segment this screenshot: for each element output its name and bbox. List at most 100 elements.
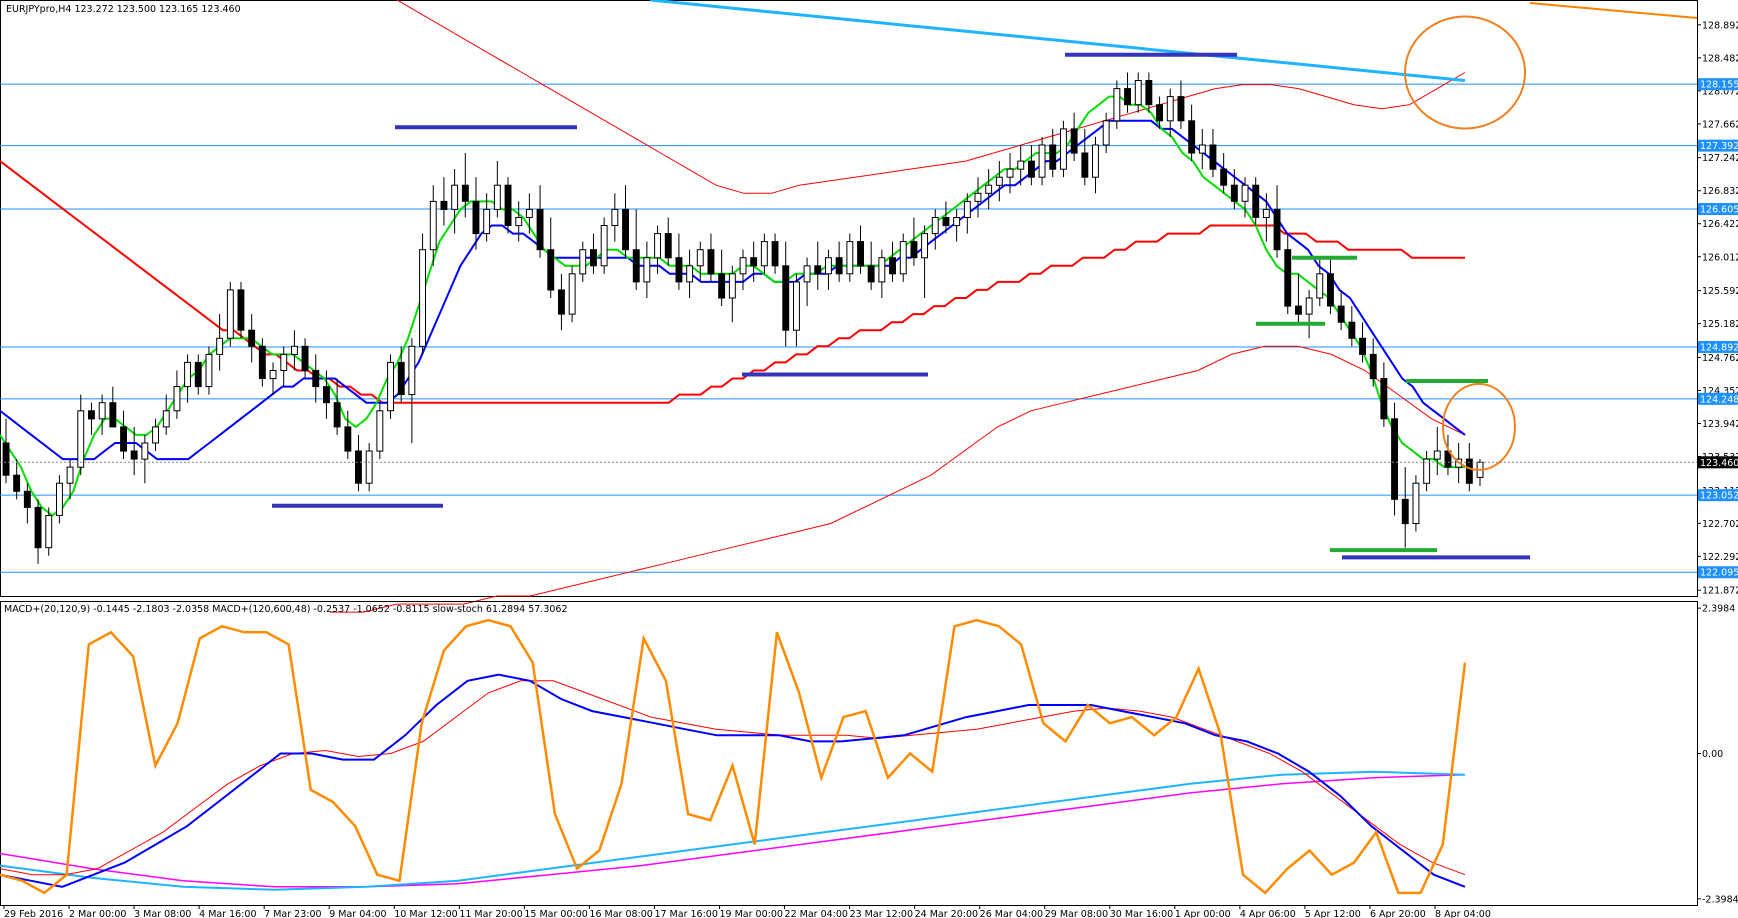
level-label-bg (1698, 566, 1738, 579)
candle-body (707, 249, 715, 275)
candle-body (387, 361, 395, 412)
stoch-line (0, 618, 1467, 895)
candle-body (1444, 450, 1452, 468)
highlight-circle (1404, 15, 1526, 130)
time-tick-label: 30 Mar 16:00 (1110, 909, 1173, 918)
level-label: 127.392 (1700, 141, 1738, 152)
candle-body (194, 361, 202, 388)
level-label: 128.155 (1700, 80, 1738, 91)
level-label-bg (1698, 203, 1738, 216)
candle-body (611, 208, 619, 226)
lower-band-line (330, 345, 1466, 613)
candle-body (1102, 120, 1110, 146)
price-tick-label: 126.832 (1702, 186, 1738, 197)
time-tick-label: 29 Mar 08:00 (1045, 909, 1108, 918)
candle-body (141, 442, 149, 460)
candle-body (590, 249, 597, 267)
candle-body (953, 217, 961, 227)
candle-body (451, 184, 459, 210)
candle-body (248, 329, 256, 347)
candle-body (173, 386, 181, 412)
candle-body (1209, 144, 1217, 170)
candle-body (312, 370, 320, 388)
indicator-lines (0, 618, 1467, 895)
candle-body (23, 490, 31, 508)
level-label-bg (1698, 139, 1738, 152)
time-tick-label: 24 Mar 20:00 (915, 909, 978, 918)
candle-body (301, 345, 309, 371)
macd-slow-main-line (0, 770, 1466, 891)
candle-body (1198, 144, 1206, 154)
time-tick-label: 23 Mar 12:00 (850, 909, 913, 918)
level-label: 123.052 (1700, 491, 1738, 502)
candle-body (515, 217, 523, 227)
price-tick-label: 127.242 (1702, 153, 1738, 164)
candle-body (825, 257, 832, 275)
indicator-axis: 2.3984 0.00 -2.3984 (1697, 604, 1738, 905)
current-price-label: 123.460 (1700, 458, 1738, 469)
price-tick-label: 122.292 (1702, 552, 1738, 563)
time-tick-label: 22 Mar 04:00 (785, 909, 848, 918)
candle-body (963, 200, 971, 218)
candle-body (237, 289, 245, 331)
candle-body (686, 265, 694, 283)
candle-body (56, 482, 63, 516)
candle-body (216, 337, 224, 355)
candle-body (974, 192, 982, 202)
candle-body (1006, 168, 1014, 178)
candle-body (1124, 88, 1131, 106)
candle-body (472, 200, 480, 235)
candle-body (152, 426, 160, 444)
time-tick-label: 15 Mar 00:00 (524, 909, 587, 918)
candle-body (1465, 458, 1473, 484)
candle-body (34, 506, 42, 549)
candle-body (419, 249, 427, 347)
candle-body (77, 410, 85, 468)
candle-body (814, 265, 822, 275)
level-label: 124.248 (1700, 394, 1738, 405)
indicator-header: MACD+(20,120,9) -0.1445 -2.1803 -2.0358 … (4, 604, 568, 615)
candle-body (1433, 450, 1441, 460)
candle-body (536, 208, 544, 251)
time-tick-label: 17 Mar 16:00 (654, 909, 717, 918)
candle-body (1092, 144, 1099, 178)
candle-body (568, 273, 576, 315)
candle-body (558, 289, 565, 315)
candle-body (793, 281, 800, 331)
candle-body (120, 426, 127, 452)
candle-body (1241, 184, 1249, 202)
candle-body (291, 345, 298, 355)
candle-body (771, 241, 779, 267)
candle-body (1423, 458, 1431, 484)
candle-body (547, 249, 555, 291)
candle-body (921, 233, 928, 259)
time-tick-label: 8 Apr 04:00 (1435, 909, 1491, 918)
candle-body (344, 426, 352, 452)
candle-body (1401, 498, 1409, 525)
cyan-ma-line (649, 0, 1466, 82)
orange-ma-line (1529, 2, 1698, 19)
candle-body (857, 241, 864, 267)
time-axis: 29 Feb 2016 2 Mar 00:00 3 Mar 08:00 4 Mar 1… (3, 905, 1491, 918)
candle-body (365, 450, 373, 484)
time-tick-label: 9 Mar 04:00 (329, 909, 386, 918)
time-tick-label: 29 Feb 2016 (4, 909, 63, 918)
level-label-bg (1698, 489, 1738, 502)
candle-body (1337, 305, 1345, 323)
candle-body (728, 273, 736, 299)
candle-body (600, 225, 608, 267)
candle-body (162, 410, 170, 428)
candle-body (1369, 353, 1377, 380)
candle-body (1230, 184, 1238, 202)
candle-body (1412, 482, 1420, 525)
candle-body (1017, 160, 1025, 170)
candle-body (109, 402, 117, 428)
candle-body (1348, 321, 1356, 339)
horizontal-levels (0, 83, 1697, 573)
candle-body (205, 353, 213, 388)
time-tick-label: 4 Apr 06:00 (1240, 909, 1296, 918)
candle-body (1220, 168, 1228, 186)
candle-body (280, 353, 288, 371)
price-tick-label: 124.762 (1702, 353, 1738, 364)
